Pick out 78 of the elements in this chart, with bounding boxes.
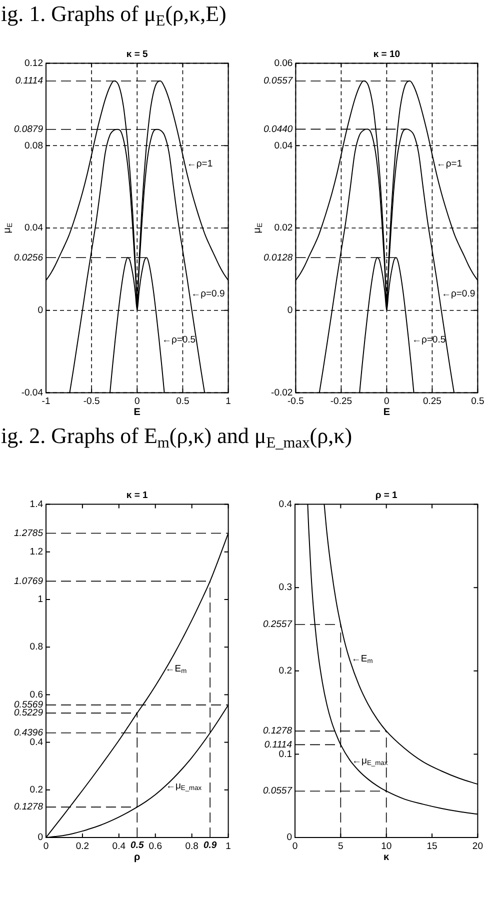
x-tick-label: 20	[472, 840, 483, 852]
y-tick-label: 0	[287, 304, 293, 316]
y-tick-label: 0.2	[278, 666, 292, 677]
y-tick-label: 0.6	[30, 689, 43, 700]
ref-line-label: 0.0440	[264, 124, 294, 135]
ref-line-label: 0.0557	[262, 786, 293, 797]
y-tick-label: 0	[38, 832, 43, 844]
y-tick-label: 0.4	[278, 498, 292, 510]
ref-line-label: 0.1114	[264, 739, 292, 750]
annotation: ←ρ=0.5	[412, 334, 446, 345]
y-tick-label: 1	[38, 594, 43, 606]
x-axis-title: κ	[384, 852, 390, 862]
y-tick-label: 0.3	[278, 582, 292, 594]
x-tick-label: 0.2	[76, 840, 90, 852]
y-tick-label: 0.02	[274, 222, 293, 234]
chart-title: κ = 10	[373, 49, 400, 60]
x-tick-label: -0.5	[83, 396, 100, 408]
x-tick-label: 1	[226, 840, 231, 852]
y-tick-label: 0.08	[24, 140, 43, 152]
y-tick-label: 1.2	[30, 546, 43, 558]
y-tick-label: 1.4	[30, 498, 43, 510]
ref-line-label: 0.1114	[15, 76, 43, 87]
y-tick-label: 0.4	[30, 736, 43, 748]
y-tick-label: -0.04	[21, 387, 43, 398]
x-axis-title: ρ	[134, 852, 140, 862]
annotation: ←E$_{m}$	[165, 664, 187, 676]
ref-line-label: 0.1278	[14, 802, 44, 813]
text: ig. 1. Graphs of μ$_{E}$(ρ,κ,E)	[1, 1, 226, 30]
x-tick-label: -0.5	[288, 396, 304, 408]
x-tick-label: 0.8	[185, 840, 198, 852]
x-tick-label: 0.25	[422, 396, 442, 408]
x-axis-title: E	[134, 406, 140, 418]
ref-line-label: 0.4396	[14, 728, 44, 739]
chart-title: κ = 5	[126, 49, 148, 60]
annotation: ←ρ=0.5	[162, 334, 196, 345]
y-tick-label: 0.04	[24, 222, 43, 234]
ref-line-label: 1.2785	[14, 528, 44, 539]
ref-line-label: 0.5229	[14, 708, 44, 719]
ref-line-label: 0.0879	[14, 124, 44, 136]
x-tick-label: 15	[426, 840, 438, 852]
annotation: ←ρ=0.9	[191, 288, 225, 300]
x-tick-label: 0	[134, 396, 140, 408]
annotation: ←ρ=0.9	[441, 288, 476, 300]
x-tick-label: 10	[381, 840, 392, 852]
x-tick-label: 0.5	[176, 396, 190, 408]
x-tick-label: 1	[226, 396, 231, 408]
y-tick-label: 0.2	[30, 784, 43, 796]
ref-line-label: 0.2557	[262, 619, 293, 630]
y-tick-label: 0.8	[30, 642, 43, 653]
x-tick-label: 0.4	[112, 840, 126, 852]
x-tick-label: 0	[384, 396, 390, 408]
x-tick-label: 0.5	[471, 396, 484, 408]
x-tick-label: -1	[42, 396, 50, 408]
y-tick-label: 0	[286, 832, 292, 844]
x-axis-title: E	[383, 406, 390, 418]
x-tick-label: -0.25	[330, 396, 352, 408]
annotation: ←ρ=1	[436, 158, 462, 170]
x-tick-label: 0.6	[148, 840, 162, 852]
chart-title: κ = 1	[126, 490, 148, 502]
y-tick-label: 0.04	[274, 140, 293, 152]
annotation: ←ρ=1	[186, 158, 213, 170]
ref-line-label: 1.0769	[14, 576, 44, 587]
y-tick-label: 0.06	[274, 58, 293, 69]
ref-line-label: 0.1278	[262, 726, 293, 737]
ref-line-label: 0.0128	[264, 252, 294, 264]
annotation: ←μ$_{E_max}$	[166, 780, 202, 792]
ref-line-label: 0.0557	[264, 76, 294, 87]
y-tick-label: 0	[38, 304, 43, 316]
y-tick-label: -0.02	[271, 387, 293, 398]
annotation: ←E$_{m}$	[351, 654, 373, 666]
ref-line-label: 0.9	[203, 840, 218, 851]
x-tick-label: 5	[338, 840, 344, 852]
annotation: ←μ$_{E_max}$	[352, 755, 388, 768]
y-tick-label: 0.1	[278, 748, 292, 760]
text: ig. 2. Graphs of E$_{m}$(ρ,κ) and μ$_{E_max}$(ρ,κ)	[1, 423, 352, 452]
y-tick-label: 0.12	[24, 58, 43, 69]
ref-line-label: 0.0256	[14, 252, 44, 264]
chart-title: ρ = 1	[375, 490, 398, 502]
